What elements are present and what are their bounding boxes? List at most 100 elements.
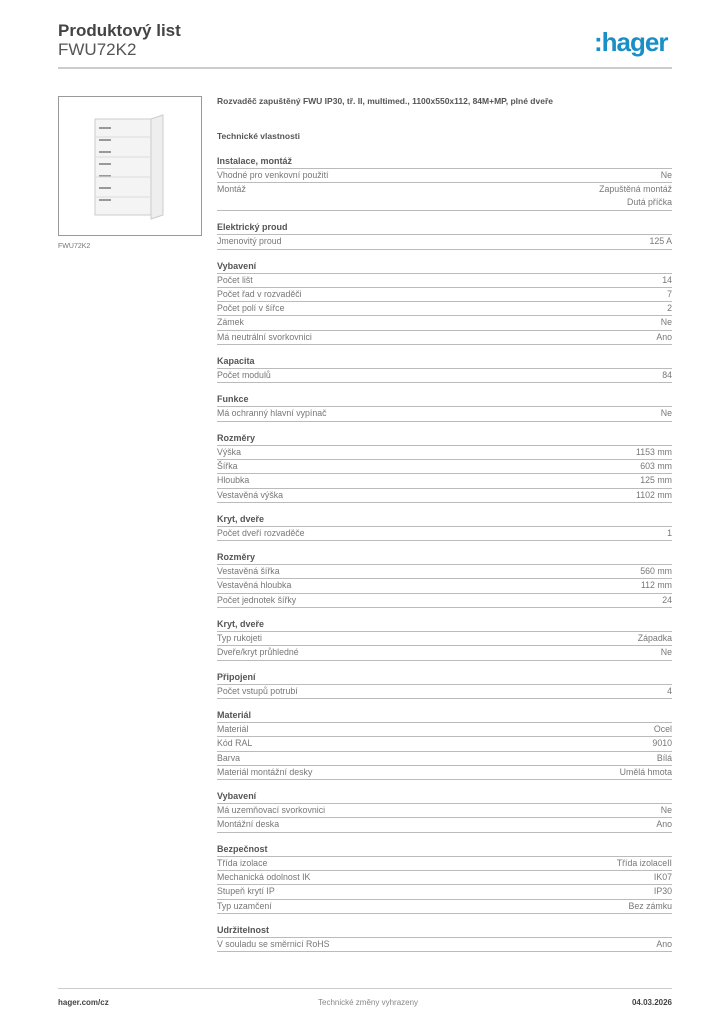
spec-value: 112 mm xyxy=(640,580,672,591)
tech-heading: Technické vlastnosti xyxy=(217,131,300,141)
section-heading: Kapacita xyxy=(217,356,672,370)
spec-row: Jmenovitý proud 125 A xyxy=(217,235,672,250)
section-heading: Rozměry xyxy=(217,433,672,446)
spec-value: 4 xyxy=(667,685,672,696)
spec-row: Vhodné pro venkovní použití Ne xyxy=(217,169,672,184)
product-image xyxy=(58,96,202,236)
spec-value: 125 A xyxy=(649,236,672,247)
spec-section: Vybavení Má uzemňovací svorkovnici Ne Montá… xyxy=(217,791,672,833)
spec-row: Výška 1153 mm xyxy=(217,446,672,460)
spec-label: Dveře/kryt průhledné xyxy=(217,647,299,658)
spec-section: Elektrický proud Jmenovitý proud 125 A xyxy=(217,222,672,250)
spec-row: Vestavěná šířka 560 mm xyxy=(217,565,672,580)
spec-label: Montážní deska xyxy=(217,819,280,830)
spec-row: Dveře/kryt průhledné Ne xyxy=(217,646,672,661)
spec-row: Počet vstupů potrubí 4 xyxy=(217,685,672,699)
spec-label: Počet polí v šířce xyxy=(217,303,285,314)
spec-label: Má uzemňovací svorkovnici xyxy=(217,805,326,816)
spec-value: 125 mm xyxy=(640,475,672,486)
spec-section: Kryt, dveře Typ rukojeti Západka Dveře/kryt… xyxy=(217,619,672,661)
spec-label: Hloubka xyxy=(217,475,250,486)
spec-row: Mechanická odolnost IK IK07 xyxy=(217,871,672,886)
spec-value: Třída izolaceII xyxy=(616,857,672,868)
section-heading: Připojení xyxy=(217,672,672,685)
spec-row: Typ rukojeti Západka xyxy=(217,632,672,647)
section-heading: Instalace, montáž xyxy=(217,156,672,169)
spec-value: Ne xyxy=(660,170,672,180)
spec-label: Mechanická odolnost IK xyxy=(217,872,311,883)
spec-value: Ne xyxy=(660,408,672,419)
spec-row: Kód RAL 9010 xyxy=(217,737,672,752)
spec-label: V souladu se směrnicí RoHS xyxy=(217,938,330,949)
spec-label: Šířka xyxy=(217,460,238,471)
spec-row: Barva Bílá xyxy=(217,752,672,766)
spec-value: Západka xyxy=(637,633,672,644)
spec-value: Zapuštěná montáž Dutá příčka xyxy=(599,184,672,207)
spec-label: Počet řad v rozvaděči xyxy=(217,288,302,299)
spec-label: Materiál montážní desky xyxy=(217,766,313,777)
spec-sections: Instalace, montáž Vhodné pro venkovní pou… xyxy=(217,156,672,953)
spec-row: Montážní deska Ano xyxy=(217,818,672,833)
spec-section: Kryt, dveře Počet dveří rozvaděče 1 xyxy=(217,514,672,542)
spec-value: 84 xyxy=(662,370,672,381)
spec-label: Počet lišt xyxy=(217,274,253,285)
section-heading: Vybavení xyxy=(217,261,672,274)
spec-section: Rozměry Výška 1153 mm Šířka 603 mm Hloubka 125… xyxy=(217,433,672,503)
spec-section: Rozměry Vestavěná šířka 560 mm Vestavěná hl… xyxy=(217,552,672,609)
spec-value: 1153 mm xyxy=(635,446,672,457)
spec-label: Typ uzamčení xyxy=(217,900,272,911)
spec-value: IP30 xyxy=(653,886,672,897)
spec-label: Zámek xyxy=(217,317,244,328)
spec-section: Kapacita Počet modulů 84 xyxy=(217,356,672,384)
page-title: Produktový list xyxy=(58,21,181,40)
spec-section: Připojení Počet vstupů potrubí 4 xyxy=(217,672,672,699)
spec-label: Výška xyxy=(217,446,241,457)
section-heading: Rozměry xyxy=(217,552,672,566)
spec-row: Materiál montážní desky Umělá hmota xyxy=(217,766,672,781)
hager-logo: :hager xyxy=(594,27,668,57)
spec-value: Ne xyxy=(660,317,672,328)
spec-label: Vestavěná hloubka xyxy=(217,580,292,591)
spec-label: Počet jednotek šířky xyxy=(217,594,297,605)
spec-label: Vhodné pro venkovní použití xyxy=(217,170,329,180)
spec-value: 1 xyxy=(667,527,672,538)
spec-value: Ano xyxy=(656,331,672,342)
spec-label: Má neutrální svorkovnici xyxy=(217,331,312,342)
spec-value: Umělá hmota xyxy=(619,766,672,777)
spec-row: Zámek Ne xyxy=(217,316,672,331)
spec-label: Montáž xyxy=(217,184,246,195)
section-heading: Kryt, dveře xyxy=(217,619,672,633)
spec-label: Počet vstupů potrubí xyxy=(217,685,298,696)
header-divider xyxy=(58,67,672,69)
product-description: Rozvaděč zapuštěný FWU IP30, tř. II, mul… xyxy=(217,96,553,106)
footer-date: 04.03.2026 xyxy=(631,998,672,1007)
spec-value: Bílá xyxy=(656,752,672,763)
spec-value: IK07 xyxy=(653,872,672,883)
spec-label: Kód RAL xyxy=(217,738,253,749)
spec-row: Hloubka 125 mm xyxy=(217,474,672,489)
footer-website[interactable]: hager.com/cz xyxy=(58,998,109,1007)
spec-section: Udržitelnost V souladu se směrnicí RoHS An… xyxy=(217,925,672,953)
spec-row: Vestavěná výška 1102 mm xyxy=(217,489,672,503)
spec-value: Ano xyxy=(656,938,672,949)
section-heading: Elektrický proud xyxy=(217,222,672,236)
footer-divider xyxy=(58,988,672,989)
spec-value: 9010 xyxy=(652,738,672,749)
spec-row: Materiál Ocel xyxy=(217,723,672,738)
spec-value: 7 xyxy=(667,288,672,299)
spec-label: Jmenovitý proud xyxy=(217,236,282,247)
spec-label: Má ochranný hlavní vypínač xyxy=(217,408,327,419)
spec-label: Vestavěná výška xyxy=(217,489,284,500)
spec-label: Počet modulů xyxy=(217,370,271,381)
spec-row: Počet dveří rozvaděče 1 xyxy=(217,527,672,542)
spec-value: 14 xyxy=(662,274,672,285)
spec-section: Funkce Má ochranný hlavní vypínač Ne xyxy=(217,394,672,422)
spec-value: 2 xyxy=(667,303,672,314)
section-heading: Vybavení xyxy=(217,791,672,805)
spec-row: Počet řad v rozvaděči 7 xyxy=(217,288,672,303)
spec-label: Počet dveří rozvaděče xyxy=(217,527,305,538)
spec-section: Materiál Materiál Ocel Kód RAL 9010 Barva Bílá… xyxy=(217,710,672,781)
section-heading: Materiál xyxy=(217,710,672,723)
product-code: FWU72K2 xyxy=(58,40,137,59)
spec-label: Materiál xyxy=(217,723,249,734)
